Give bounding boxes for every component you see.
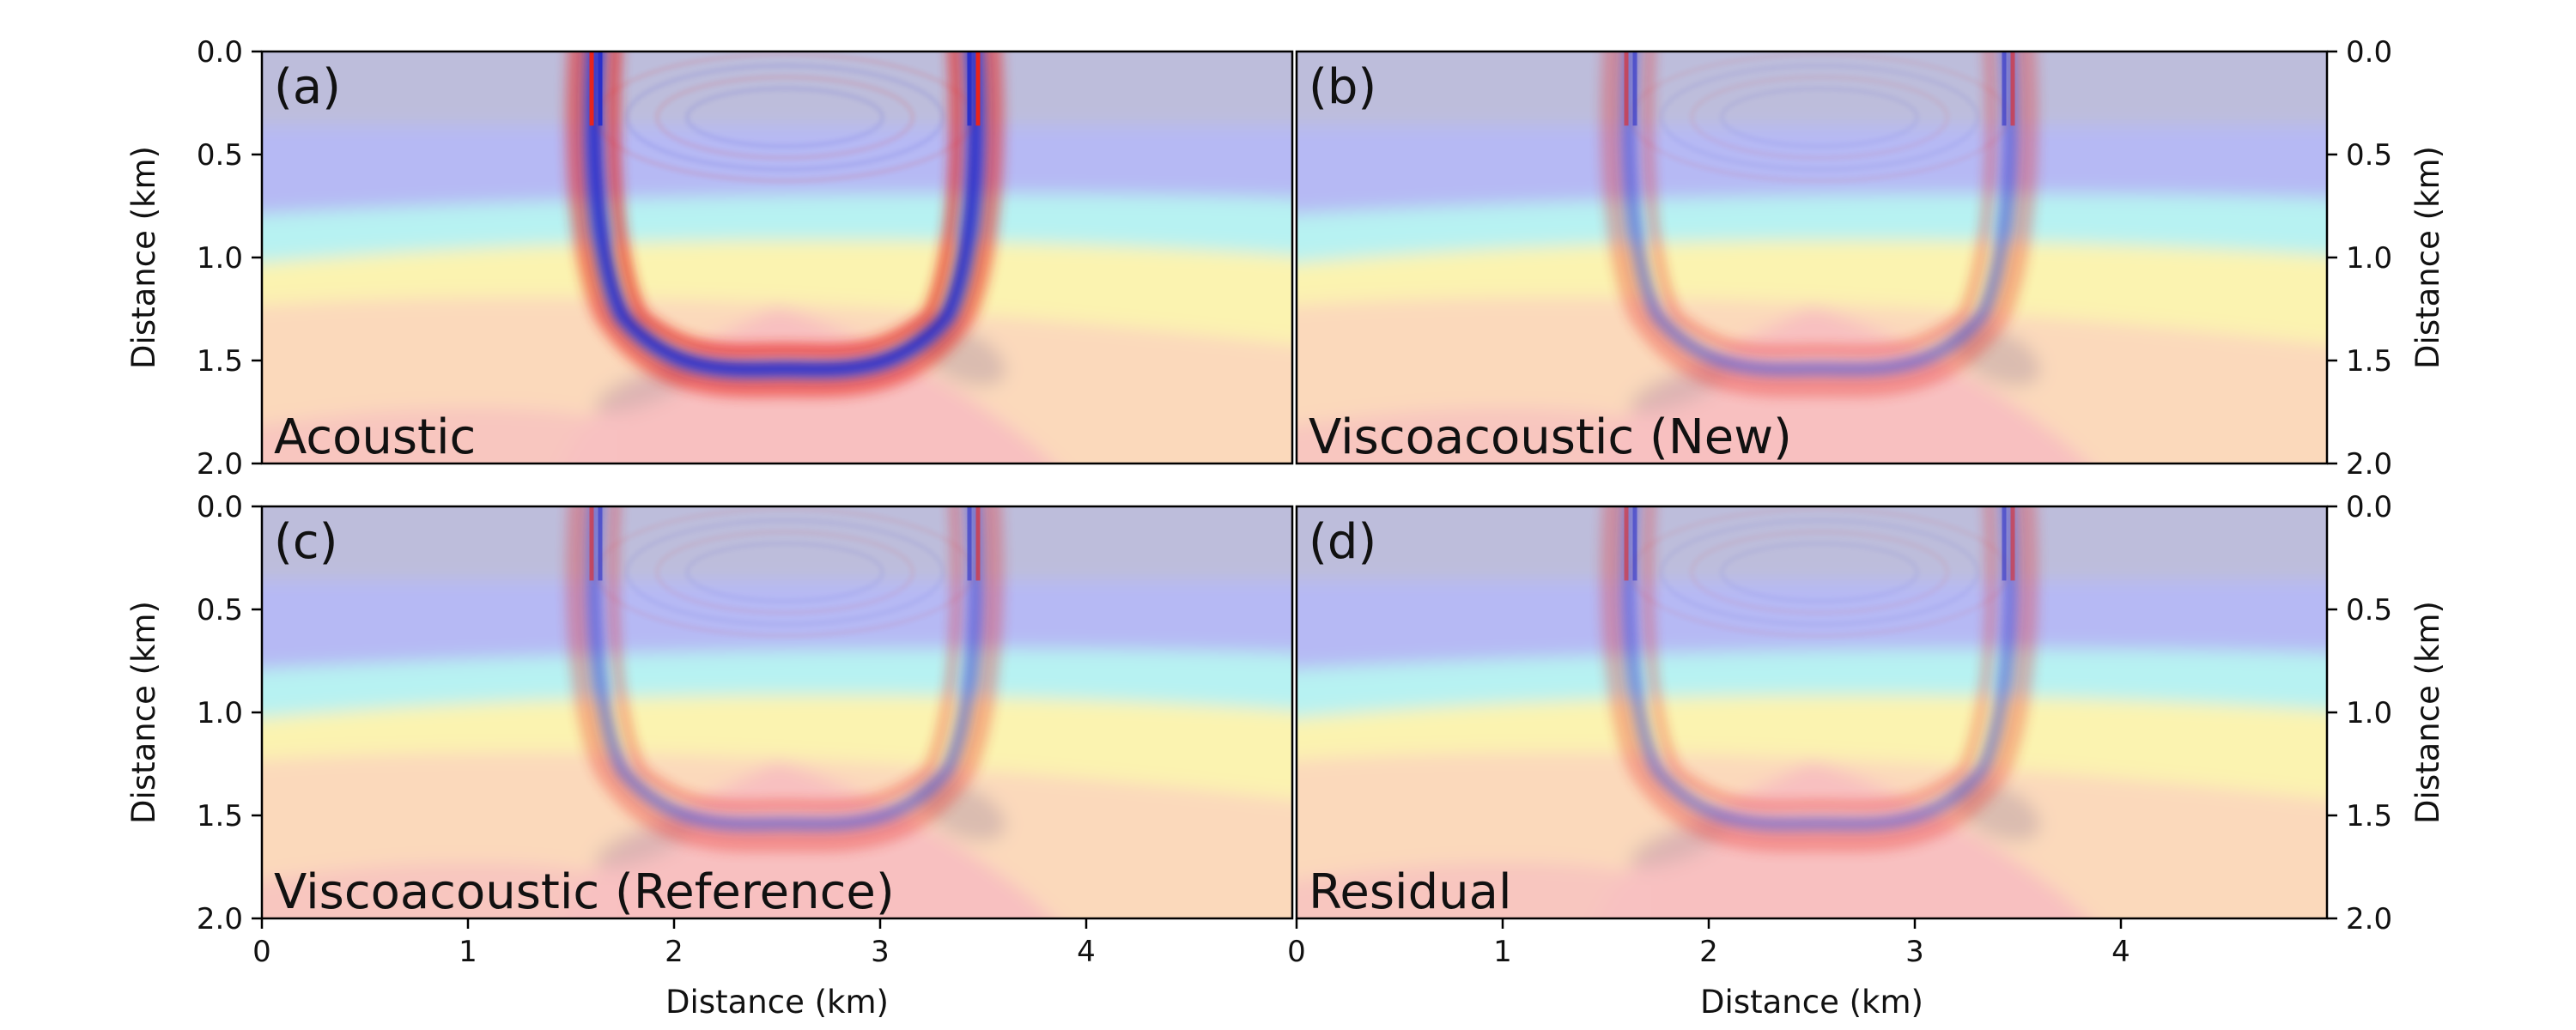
panel-label: (c) bbox=[274, 514, 337, 570]
y-tick-label: 0.0 bbox=[2346, 35, 2392, 70]
panel-annotation: Residual bbox=[1309, 864, 1512, 920]
y-tick-label: 0.5 bbox=[2346, 138, 2392, 173]
y-tick-label: 2.0 bbox=[197, 902, 243, 936]
y-tick-label: 2.0 bbox=[2346, 447, 2392, 482]
y-axis: 0.0 0.5 1.0 1.5 2.0 bbox=[2327, 490, 2392, 936]
panel-annotation: Acoustic bbox=[274, 409, 476, 465]
x-axis: 0 1 2 3 4 bbox=[252, 918, 1096, 969]
heatmap-image bbox=[262, 506, 1292, 918]
wavefield bbox=[1601, 506, 2038, 852]
x-axis-label: Distance (km) bbox=[665, 984, 889, 1021]
heatmap-image bbox=[1297, 506, 2327, 918]
y-axis-label: Distance (km) bbox=[125, 146, 162, 369]
y-axis-label: Distance (km) bbox=[2409, 146, 2446, 369]
x-tick-label: 2 bbox=[665, 935, 683, 969]
y-axis: 0.0 0.5 1.0 1.5 2.0 bbox=[197, 490, 262, 936]
x-tick-label: 1 bbox=[1493, 935, 1512, 969]
y-tick-label: 1.0 bbox=[197, 241, 243, 276]
y-tick-label: 1.0 bbox=[197, 696, 243, 730]
x-axis: 0 1 2 3 4 bbox=[1287, 918, 2130, 969]
y-tick-label: 0.0 bbox=[197, 490, 243, 524]
y-tick-label: 0.0 bbox=[2346, 490, 2392, 524]
panel-d: 0.0 0.5 1.0 1.5 2.0 Distance (km) 0 1 2 3 4 Distanc… bbox=[1287, 490, 2446, 1021]
panel-label: (a) bbox=[274, 59, 341, 115]
x-tick-label: 3 bbox=[871, 935, 890, 969]
y-axis-label: Distance (km) bbox=[2409, 601, 2446, 824]
y-tick-label: 0.5 bbox=[2346, 593, 2392, 627]
y-tick-label: 1.0 bbox=[2346, 241, 2392, 276]
y-axis: 0.0 0.5 1.0 1.5 2.0 bbox=[2327, 35, 2392, 482]
y-tick-label: 0.5 bbox=[197, 138, 243, 173]
y-tick-label: 1.5 bbox=[197, 344, 243, 379]
y-tick-label: 2.0 bbox=[197, 447, 243, 482]
panel-label: (b) bbox=[1309, 59, 1376, 115]
wavefield bbox=[566, 506, 1004, 852]
x-tick-label: 0 bbox=[1287, 935, 1306, 969]
velocity-model bbox=[262, 52, 1292, 464]
panel-annotation: Viscoacoustic (New) bbox=[1309, 409, 1792, 465]
x-tick-label: 4 bbox=[1077, 935, 1096, 969]
wavefield bbox=[566, 52, 1004, 397]
x-tick-label: 1 bbox=[459, 935, 477, 969]
panel-a: 0.0 0.5 1.0 1.5 2.0 Distance (km) (a) Acoustic bbox=[125, 35, 1294, 482]
x-tick-label: 0 bbox=[252, 935, 271, 969]
panel-annotation: Viscoacoustic (Reference) bbox=[274, 864, 895, 920]
heatmap-image bbox=[1297, 52, 2327, 464]
y-axis: 0.0 0.5 1.0 1.5 2.0 bbox=[197, 35, 262, 482]
y-tick-label: 2.0 bbox=[2346, 902, 2392, 936]
y-tick-label: 0.5 bbox=[197, 593, 243, 627]
x-axis-label: Distance (km) bbox=[1700, 984, 1923, 1021]
y-tick-label: 1.5 bbox=[2346, 344, 2392, 379]
wavefield bbox=[1601, 52, 2038, 397]
y-tick-label: 1.5 bbox=[197, 799, 243, 833]
velocity-model bbox=[1297, 52, 2327, 464]
x-tick-label: 4 bbox=[2111, 935, 2130, 969]
y-tick-label: 1.5 bbox=[2346, 799, 2392, 833]
panel-b: 0.0 0.5 1.0 1.5 2.0 Distance (km) (b) Viscoacou… bbox=[1295, 35, 2446, 482]
x-tick-label: 2 bbox=[1699, 935, 1718, 969]
y-axis-label: Distance (km) bbox=[125, 601, 162, 824]
y-tick-label: 0.0 bbox=[197, 35, 243, 70]
x-tick-label: 3 bbox=[1905, 935, 1924, 969]
y-tick-label: 1.0 bbox=[2346, 696, 2392, 730]
heatmap-image bbox=[262, 52, 1292, 464]
panel-label: (d) bbox=[1309, 514, 1376, 570]
panel-c: 0.0 0.5 1.0 1.5 2.0 Distance (km) 0 1 2 3 4 Distanc… bbox=[125, 490, 1294, 1021]
